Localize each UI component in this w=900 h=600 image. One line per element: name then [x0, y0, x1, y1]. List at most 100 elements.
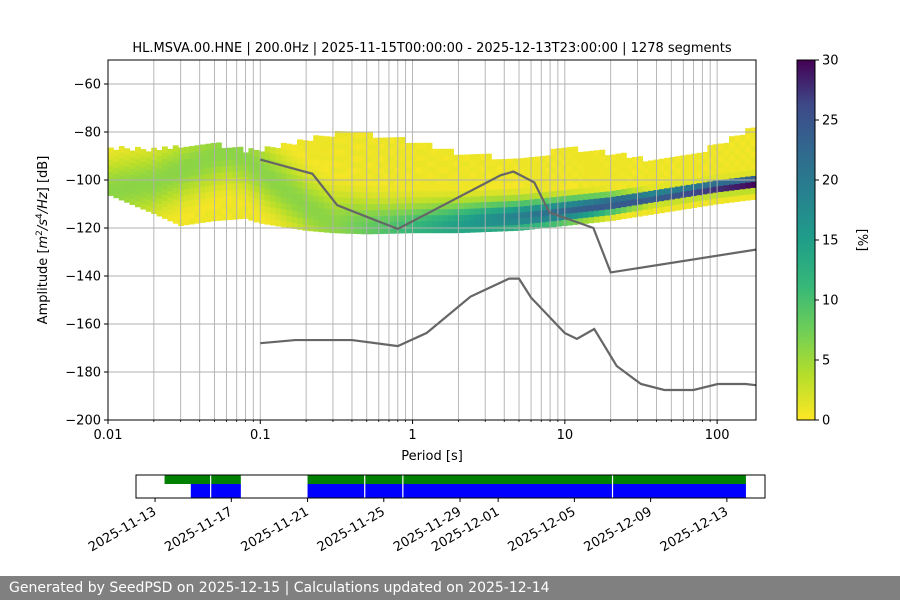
heatmap-cell [145, 193, 152, 200]
heatmap-cell [734, 165, 741, 172]
heatmap-cell [162, 146, 168, 153]
heatmap-cell [545, 173, 552, 180]
heatmap-cell [421, 178, 427, 186]
heatmap-cell [702, 151, 708, 159]
heatmap-cell [378, 137, 384, 145]
heatmap-cell [448, 178, 454, 186]
heatmap-cell [183, 188, 190, 196]
heatmap-cell [329, 202, 336, 210]
heatmap-cell [345, 209, 352, 216]
heatmap-cell [253, 203, 260, 211]
heatmap-cell [405, 202, 411, 210]
heatmap-cell [313, 171, 319, 178]
heatmap-cell [297, 169, 303, 176]
heatmap-cell [167, 190, 174, 198]
heatmap-cell [750, 157, 756, 164]
heatmap-cell [469, 226, 476, 233]
heatmap-cell [205, 197, 211, 205]
heatmap-cell [621, 164, 627, 172]
heatmap-cell [340, 143, 346, 150]
heatmap-cell [399, 203, 406, 210]
y-tick-label: −60 [74, 78, 101, 93]
heatmap-cell [712, 156, 719, 163]
heatmap-cell [664, 187, 670, 195]
heatmap-cell [259, 151, 265, 158]
heatmap-cell [205, 167, 211, 175]
heatmap-cell [351, 221, 357, 228]
heatmap-cell [648, 160, 654, 167]
heatmap-cell [226, 183, 233, 191]
heatmap-cell [129, 156, 136, 163]
heatmap-cell [588, 174, 595, 182]
heatmap-cell [167, 184, 174, 192]
heatmap-cell [248, 160, 255, 167]
heatmap-cell [361, 209, 368, 217]
heatmap-cell [135, 200, 141, 208]
heatmap-cell [637, 186, 643, 193]
heatmap-cell [129, 192, 136, 199]
heatmap-cell [221, 160, 228, 167]
heatmap-cell [529, 181, 535, 188]
heatmap-cell [383, 227, 390, 234]
heatmap-cell [297, 223, 303, 230]
heatmap-cell [372, 137, 379, 145]
heatmap-cell [556, 214, 562, 221]
heatmap-cell [221, 178, 228, 185]
heatmap-cell [523, 157, 530, 165]
heatmap-cell [421, 166, 427, 174]
heatmap-cell [405, 142, 411, 150]
heatmap-cell [383, 179, 390, 186]
y-tick-label: −120 [65, 222, 101, 237]
heatmap-cell [172, 163, 179, 170]
heatmap-cell [226, 159, 233, 167]
heatmap-cell [540, 203, 546, 211]
heatmap-cell [405, 214, 411, 222]
heatmap-cell [216, 166, 222, 173]
heatmap-cell [459, 160, 465, 168]
heatmap-cell [237, 200, 244, 208]
heatmap-cell [351, 143, 357, 150]
heatmap-cell [583, 199, 589, 206]
heatmap-cell [253, 155, 260, 163]
y-tick-label: −140 [65, 270, 101, 285]
heatmap-cell [421, 214, 427, 222]
heatmap-cell [356, 131, 363, 139]
heatmap-cell [237, 164, 244, 172]
heatmap-cell [712, 162, 719, 169]
heatmap-cell [507, 200, 514, 208]
heatmap-cell [702, 199, 708, 207]
y-tick-label: −180 [65, 366, 101, 381]
heatmap-cell [394, 155, 400, 162]
heatmap-cell [712, 144, 719, 151]
heatmap-cell [367, 209, 373, 217]
heatmap-cell [588, 186, 595, 194]
heatmap-cell [253, 161, 260, 169]
heatmap-cell [372, 215, 379, 223]
heatmap-cell [221, 214, 228, 221]
heatmap-cell [264, 188, 271, 195]
heatmap-cell [297, 175, 303, 182]
heatmap-cell [567, 159, 573, 166]
heatmap-cell [297, 151, 303, 158]
heatmap-cell [145, 157, 152, 164]
heatmap-cell [448, 148, 454, 156]
heatmap-cell [388, 203, 395, 210]
heatmap-cell [583, 181, 589, 188]
heatmap-cell [594, 204, 600, 211]
heatmap-cell [329, 154, 336, 162]
heatmap-cell [189, 188, 195, 195]
heatmap-cell [464, 154, 471, 161]
heatmap-cell [156, 162, 163, 169]
heatmap-cell [372, 191, 379, 199]
heatmap-cell [259, 175, 265, 182]
heatmap-cell [442, 196, 449, 204]
heatmap-cell [340, 215, 346, 222]
heatmap-cell [496, 207, 503, 214]
heatmap-cell [448, 208, 454, 216]
heatmap-cell [588, 198, 595, 206]
heatmap-cell [529, 223, 535, 230]
heatmap-cell [567, 189, 573, 196]
heatmap-cell [172, 193, 179, 200]
heatmap-cell [410, 142, 417, 150]
heatmap-cell [378, 179, 384, 187]
